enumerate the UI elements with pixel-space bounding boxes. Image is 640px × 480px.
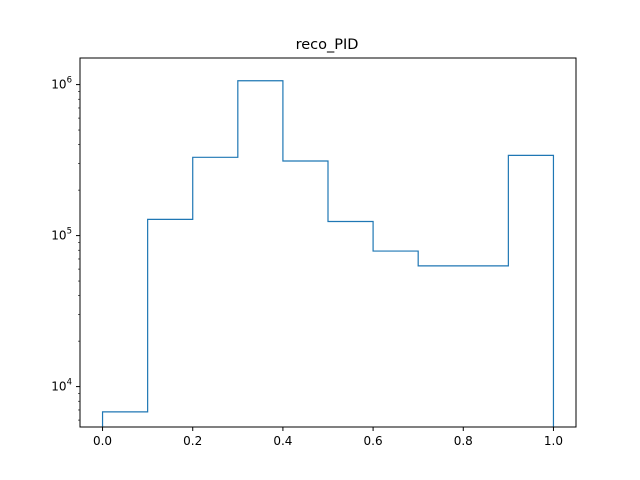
- chart-title: reco_PID: [296, 37, 359, 53]
- histogram-step-line: [101, 80, 555, 427]
- histogram-bin: [238, 81, 283, 427]
- x-tick-label: 0.2: [183, 434, 202, 448]
- x-tick-label: 0.0: [93, 434, 112, 448]
- y-tick-label: 104: [51, 378, 72, 394]
- y-tick-label: 105: [51, 227, 72, 243]
- x-tick-label: 0.4: [273, 434, 292, 448]
- histogram-bin: [373, 251, 418, 427]
- histogram-bin: [508, 155, 553, 427]
- y-tick-label: 106: [51, 76, 72, 92]
- histogram-bin: [283, 161, 328, 427]
- histogram-bin: [463, 266, 508, 427]
- plot-area: 0.0 0.2 0.4 0.6 0.8 1.0 104 105 106: [51, 76, 563, 448]
- histogram-bin: [193, 157, 238, 427]
- x-tick-label: 0.8: [454, 434, 473, 448]
- histogram-bin: [328, 221, 373, 427]
- histogram-bin: [103, 412, 148, 427]
- histogram-bin: [148, 219, 193, 427]
- axes-frame: [79, 57, 577, 428]
- x-tick-label: 1.0: [544, 434, 563, 448]
- histogram-bin: [418, 266, 463, 427]
- x-tick-label: 0.6: [364, 434, 383, 448]
